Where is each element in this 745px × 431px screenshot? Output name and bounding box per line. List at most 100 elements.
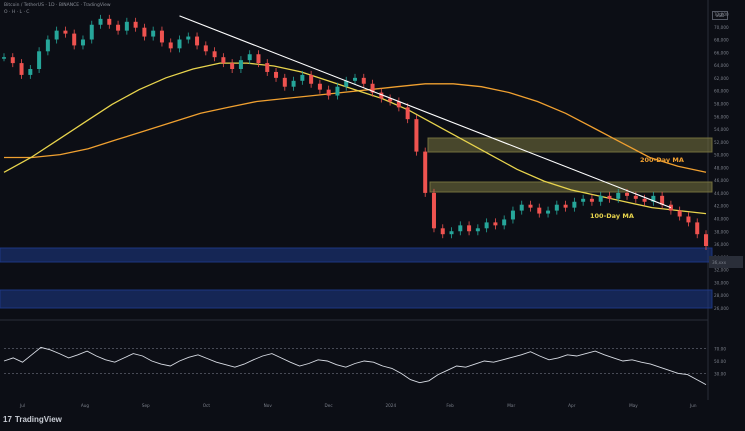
candle-body — [238, 60, 243, 69]
price-tick-label: 68,000 — [714, 38, 729, 43]
tradingview-brand[interactable]: 17 TradingView — [3, 415, 62, 424]
price-tick-label: 38,000 — [714, 229, 729, 234]
price-tick-label: 60,000 — [714, 89, 729, 94]
candle-body — [440, 228, 445, 235]
candle-body — [37, 51, 42, 69]
price-tick-label: 48,000 — [714, 165, 729, 170]
candle-body — [484, 222, 489, 229]
candle-body — [405, 107, 410, 120]
candle-body — [10, 57, 15, 64]
candle-body — [581, 198, 586, 202]
price-tick-label: 50,000 — [714, 153, 729, 158]
candle-body — [423, 151, 428, 193]
candle-body — [616, 192, 621, 199]
candle-body — [686, 216, 691, 223]
candle-body — [19, 63, 24, 75]
candle-body — [98, 18, 103, 25]
candle-body — [572, 201, 577, 208]
candle-body — [379, 92, 384, 99]
time-tick-label: Dec — [325, 403, 334, 408]
candle-body — [54, 30, 59, 40]
candle-body — [528, 204, 533, 208]
candle-body — [388, 98, 393, 102]
time-tick-label: Oct — [203, 403, 211, 408]
price-tick-label: 56,000 — [714, 114, 729, 119]
price-tick-label: 30,000 — [714, 280, 729, 285]
candle-body — [195, 36, 200, 46]
candle-body — [467, 225, 472, 232]
time-tick-label: Aug — [81, 403, 90, 408]
candle-body — [28, 69, 33, 75]
ohlc-readout: O · H · L · C — [4, 10, 30, 15]
candle-body — [414, 119, 419, 152]
tradingview-logo-icon: 17 — [3, 415, 12, 424]
candle-body — [519, 204, 524, 211]
price-tick-label: 54,000 — [714, 127, 729, 132]
candle-body — [660, 195, 665, 205]
candle-body — [396, 101, 401, 108]
candle-body — [186, 36, 191, 40]
candle-body — [274, 71, 279, 78]
lower-demand-zone — [0, 247, 713, 263]
price-tick-label: 26,000 — [714, 306, 729, 311]
candle-body — [63, 30, 68, 34]
candle-body — [704, 234, 708, 246]
time-tick-label: Jul — [19, 403, 25, 408]
candle-body — [326, 89, 331, 96]
rsi-tick-label: 50.00 — [714, 359, 726, 364]
candle-body — [493, 222, 498, 226]
price-tick-label: 28,000 — [714, 293, 729, 298]
price-tick-label: 72,000 — [714, 12, 729, 17]
time-tick-label: Jun — [689, 403, 697, 408]
candle-body — [554, 204, 559, 211]
candle-body — [502, 219, 507, 226]
candle-body — [89, 24, 94, 40]
candle-body — [642, 198, 647, 202]
currency-button[interactable]: USD — [712, 11, 728, 20]
time-tick-label: Mar — [507, 403, 515, 408]
candle-body — [45, 39, 50, 52]
candle-body — [230, 63, 235, 69]
candle-body — [537, 207, 542, 214]
candle-body — [300, 74, 305, 81]
price-tick-label: 46,000 — [714, 178, 729, 183]
price-tick-label: 64,000 — [714, 63, 729, 68]
candle-body — [177, 39, 182, 49]
ma200-line — [4, 83, 707, 173]
time-tick-label: Nov — [264, 403, 273, 408]
time-tick-label: Feb — [446, 403, 454, 408]
candle-body — [282, 77, 287, 87]
candle-body — [133, 21, 138, 28]
candle-body — [361, 77, 366, 84]
price-tick-label: 42,000 — [714, 204, 729, 209]
candle-body — [633, 195, 638, 199]
candle-body — [151, 30, 156, 37]
ma100-label: 100-Day MA — [590, 212, 634, 220]
brand-name: TradingView — [14, 415, 62, 424]
price-tick-label: 44,000 — [714, 191, 729, 196]
candle-body — [458, 225, 463, 232]
candle-body — [431, 192, 436, 229]
candle-body — [256, 54, 261, 64]
rsi-tick-label: 30.00 — [714, 371, 726, 376]
candle-body — [72, 33, 77, 46]
price-tick-label: 66,000 — [714, 50, 729, 55]
candle-body — [353, 77, 357, 81]
candle-body — [142, 27, 147, 37]
candle-body — [449, 231, 454, 235]
candle-body — [651, 195, 656, 202]
candle-body — [291, 80, 296, 87]
ma100-line — [3, 62, 707, 215]
price-tick-label: 52,000 — [714, 140, 729, 145]
candle-body — [2, 57, 6, 59]
candle-body — [677, 210, 682, 217]
time-tick-label: 2024 — [385, 403, 396, 408]
price-tick-label: 58,000 — [714, 101, 729, 106]
candle-body — [607, 195, 612, 199]
time-tick-label: May — [629, 403, 638, 408]
candle-body — [203, 45, 208, 52]
candle-body — [221, 57, 226, 64]
upper-supply-zone — [427, 137, 713, 153]
